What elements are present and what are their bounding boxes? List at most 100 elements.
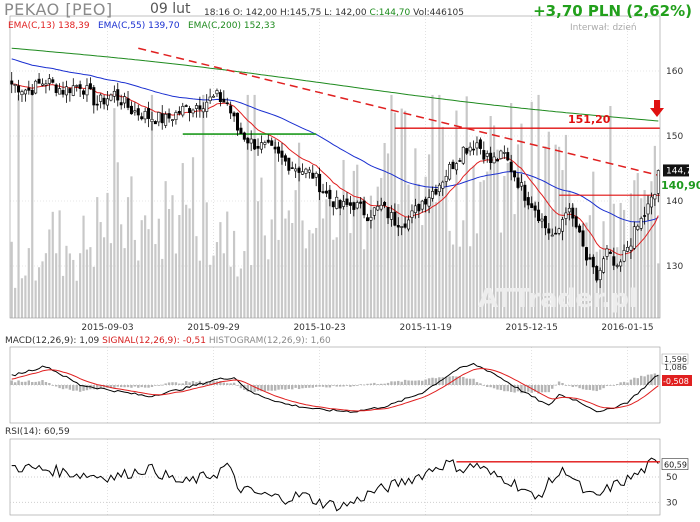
volume-bar: [171, 195, 174, 318]
candle-body: [20, 91, 24, 96]
macd-line: [11, 362, 659, 413]
candle-body: [543, 216, 547, 229]
volume-bar: [534, 200, 537, 318]
volume-bar: [646, 195, 650, 318]
candle-body: [116, 89, 120, 101]
candle-body: [410, 210, 414, 218]
volume-bar: [109, 243, 113, 318]
volume-bar: [400, 108, 403, 318]
candle-body: [407, 219, 411, 230]
histogram-bar: [533, 385, 537, 392]
volume-bar: [448, 230, 451, 318]
histogram-bar: [352, 385, 356, 387]
volume-bar: [133, 239, 136, 318]
candle-body: [27, 87, 31, 91]
candle-body: [506, 152, 510, 161]
candle-body: [280, 150, 284, 158]
candle-body: [164, 113, 168, 126]
volume-bar: [506, 162, 509, 318]
histogram-bar: [650, 374, 653, 385]
volume-bar: [154, 244, 157, 318]
histogram-bar: [468, 378, 472, 385]
volume-bar: [291, 222, 294, 318]
histogram-bar: [41, 380, 44, 385]
volume-bar: [657, 263, 660, 318]
volume-bar: [106, 192, 109, 318]
volume-bar: [581, 238, 585, 318]
histogram-bar: [421, 380, 424, 385]
signal-value: -0,508: [663, 377, 689, 386]
volume-bar: [499, 232, 503, 318]
legend-ema13-name: EMA(C,13): [8, 21, 56, 31]
volume-bar: [263, 235, 266, 318]
volume-bar: [188, 208, 191, 318]
support-label: 140,90: [661, 179, 700, 192]
volume-bar: [410, 216, 414, 318]
volume-bar: [267, 259, 270, 318]
volume-bar: [31, 94, 34, 318]
candle-body: [643, 215, 647, 217]
candle-body: [540, 218, 544, 222]
histogram-bar: [472, 378, 475, 385]
histogram-bar: [407, 380, 410, 385]
candle-body: [301, 171, 304, 175]
histogram-bar: [653, 373, 657, 385]
histogram-bar: [646, 374, 650, 385]
candle-body: [246, 137, 250, 144]
histogram-bar: [109, 385, 113, 389]
date-tick-label: 2015-12-15: [506, 323, 558, 333]
candle-body: [324, 190, 328, 194]
histogram-bar: [301, 385, 304, 389]
candle-body: [307, 169, 311, 173]
histogram-bar: [581, 385, 585, 390]
histogram-bar: [571, 385, 574, 388]
volume-bar: [185, 204, 188, 318]
ema13-line: [11, 83, 659, 256]
histogram-bar: [544, 385, 547, 393]
histogram-bar: [297, 385, 301, 390]
volume-bar: [321, 218, 325, 318]
candle-body: [622, 250, 626, 262]
macd-title: MACD(12,26,9): 1,09: [5, 336, 100, 346]
macd-value: 1,086: [664, 363, 687, 372]
quote-high: H:145,75: [280, 8, 322, 18]
candle-body: [160, 113, 164, 124]
candle-body: [348, 202, 352, 206]
volume-bar: [510, 103, 513, 318]
date-tick-label: 2015-10-23: [293, 323, 345, 333]
volume-bar: [311, 233, 314, 318]
histogram-bar: [462, 377, 465, 385]
volume-bar: [202, 94, 205, 318]
candle-body: [64, 86, 68, 96]
histogram-bar: [291, 385, 294, 390]
candle-body: [167, 113, 171, 119]
candle-body: [253, 139, 257, 150]
histogram-bar: [574, 385, 578, 387]
volume-bar: [274, 141, 277, 318]
volume-bar: [527, 199, 530, 318]
candle-body: [171, 119, 174, 121]
histogram-bar: [349, 385, 352, 387]
candle-body: [153, 121, 157, 125]
histogram-bar: [626, 382, 629, 385]
histogram-bar: [13, 382, 17, 385]
volume-bar: [643, 190, 646, 318]
histogram-bar: [51, 385, 54, 386]
volume-bar: [37, 267, 41, 318]
indicator-lines: [11, 47, 661, 256]
histogram-legend: HISTOGRAM(12,26,9): 1,60: [208, 336, 331, 346]
candle-body: [102, 97, 106, 105]
candle-body: [448, 164, 452, 180]
candle-body: [578, 225, 582, 233]
candle-body: [109, 94, 113, 101]
candle-body: [126, 98, 130, 108]
volume-bar: [571, 204, 574, 318]
histogram-bar: [616, 384, 619, 385]
candle-body: [140, 116, 144, 120]
volume-bar: [445, 181, 448, 318]
candle-body: [208, 96, 212, 102]
volume-bar: [167, 208, 171, 318]
candle-body: [212, 95, 216, 98]
candle-body: [129, 105, 133, 115]
